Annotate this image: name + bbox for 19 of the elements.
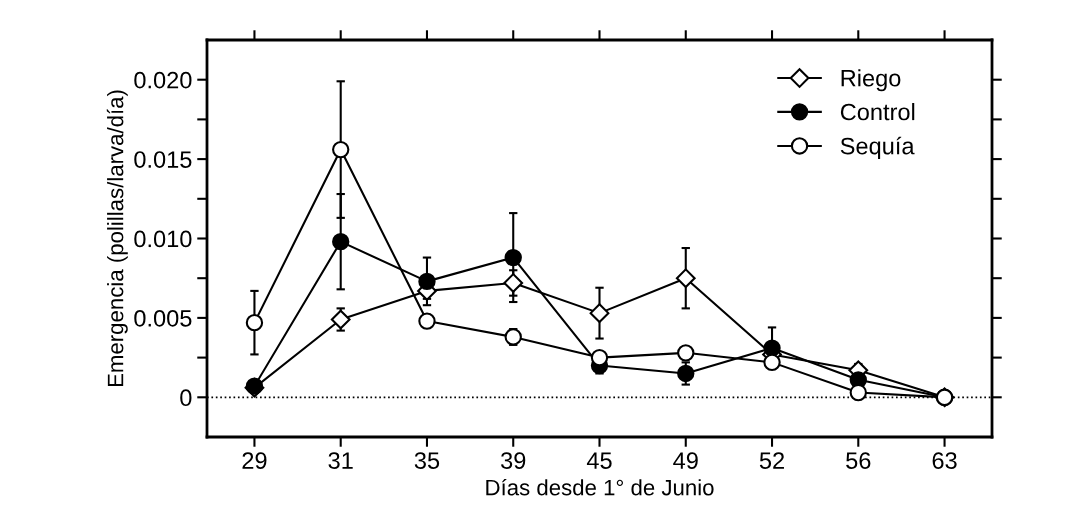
x-tick-label: 56 [846,452,871,469]
legend-label: Sequía [840,136,915,160]
x-tick-label: 45 [586,452,612,469]
x-tick-label: 31 [328,452,353,469]
x-tick-label: 35 [414,452,440,469]
y-tick-label: 0.005 [134,309,192,327]
x-tick-label: 39 [501,452,526,469]
y-tick-label: 0.010 [134,230,192,248]
x-axis-title: Días desde 1° de Junio [486,478,714,496]
y-axis-title: Emergencia (polillas/larva/día) [106,90,128,387]
x-tick-label: 63 [932,452,957,469]
y-tick-label: 0 [180,389,192,407]
x-tick-label: 29 [242,452,267,469]
y-tick-label: 0.015 [134,151,192,168]
y-tick-label: 0.020 [134,71,192,89]
x-tick-label: 49 [673,452,698,469]
legend-label: Control [840,103,915,121]
x-tick-label: 52 [759,452,784,469]
legend-label: Riego [841,69,901,92]
